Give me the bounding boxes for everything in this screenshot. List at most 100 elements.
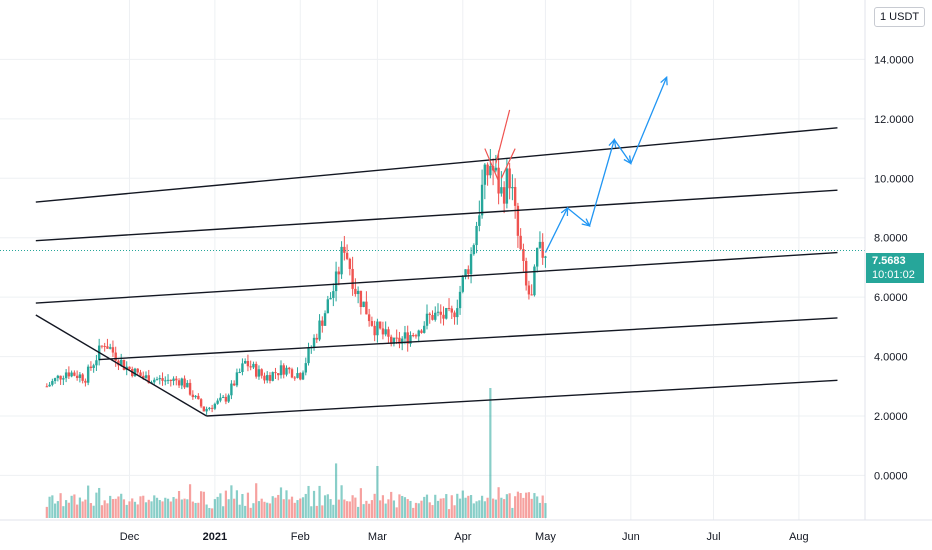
- candle-body: [45, 386, 49, 388]
- time-axis[interactable]: Dec 2021 Feb Mar Apr May Jun Jul Aug: [120, 531, 809, 543]
- volume-bar: [346, 501, 349, 518]
- candle-body: [230, 383, 233, 396]
- volume-bar: [233, 498, 236, 518]
- volume-bar: [362, 504, 365, 518]
- candle-body: [142, 375, 145, 378]
- volume-bar: [351, 495, 354, 518]
- candle-body: [340, 246, 343, 275]
- volume-bar: [343, 499, 346, 518]
- volume-bar: [483, 501, 486, 518]
- candle-body: [257, 369, 261, 377]
- candle-body: [120, 359, 123, 366]
- candle-body: [519, 235, 522, 250]
- volume-bar: [213, 499, 216, 518]
- candle-body: [147, 375, 150, 384]
- candle-body: [458, 291, 462, 309]
- candle-body: [329, 297, 332, 300]
- candle-body: [505, 168, 509, 204]
- volume-bar: [147, 499, 150, 518]
- volume-bar: [87, 485, 90, 518]
- candle-body: [48, 384, 51, 387]
- candle-body: [73, 372, 76, 376]
- volume-bar: [158, 500, 161, 518]
- volume-bar: [511, 507, 514, 518]
- volume-bar: [318, 485, 321, 518]
- candle-body: [205, 408, 208, 412]
- candle-body: [180, 378, 184, 386]
- candle-body: [111, 347, 115, 353]
- candle-body: [527, 285, 531, 295]
- candle-body: [202, 406, 206, 412]
- candle-body: [403, 332, 407, 339]
- candle-body: [494, 167, 498, 171]
- volume-bar: [125, 504, 128, 518]
- candle-body: [478, 215, 481, 226]
- x-tick-label: Mar: [368, 531, 387, 543]
- candle-body: [541, 241, 544, 258]
- candle-body: [392, 337, 396, 344]
- candle-body: [304, 363, 307, 373]
- volume-bar: [216, 496, 219, 518]
- volume-bar: [519, 493, 522, 518]
- volume-bar: [246, 492, 250, 518]
- candle-body: [164, 380, 167, 382]
- candle-body: [241, 363, 244, 373]
- volume-bar: [100, 505, 104, 518]
- currency-unit-label[interactable]: 1 USDT: [874, 7, 926, 27]
- projection-arrowhead: [581, 218, 591, 227]
- volume-bar: [211, 508, 214, 518]
- candle-body: [293, 377, 296, 379]
- candle-body: [436, 311, 440, 313]
- candle-body: [100, 345, 104, 347]
- candle-body: [219, 397, 222, 401]
- projection-path: [544, 77, 668, 253]
- candle-body: [467, 269, 470, 275]
- candle-body: [475, 225, 478, 246]
- volume-bar: [191, 501, 194, 518]
- projection-arrowhead: [660, 75, 668, 86]
- volume-bar: [516, 491, 519, 518]
- candle-body: [208, 407, 211, 409]
- candle-body: [544, 256, 547, 258]
- candle-body: [285, 367, 288, 375]
- candle-body: [153, 379, 156, 383]
- volume-bar: [48, 496, 51, 518]
- candle-body: [282, 365, 285, 375]
- volume-bar: [257, 501, 261, 518]
- trend-line: [35, 189, 838, 242]
- candle-body: [417, 330, 420, 337]
- candle-body: [70, 372, 73, 377]
- volume-bar: [357, 506, 360, 518]
- y-tick-label: 12.0000: [874, 114, 914, 126]
- candle-body: [343, 246, 346, 253]
- volume-bar: [133, 501, 137, 518]
- volume-bar: [296, 500, 299, 518]
- volume-bar: [447, 509, 451, 518]
- candle-body: [351, 268, 354, 289]
- volume-bar: [288, 499, 291, 518]
- volume-bar: [161, 501, 164, 518]
- y-tick-label: 8.0000: [874, 233, 908, 245]
- candle-body: [221, 396, 225, 398]
- bar-countdown: 10:01:02: [872, 269, 915, 281]
- volume-bar: [497, 487, 500, 518]
- candle-body: [122, 359, 126, 370]
- candle-body: [177, 380, 181, 386]
- volume-bar: [271, 496, 274, 518]
- volume-bar: [503, 499, 506, 518]
- volume-bar: [359, 488, 362, 518]
- candle-body: [395, 337, 398, 339]
- projection-arrowhead: [608, 138, 617, 148]
- candle-body: [406, 332, 409, 344]
- last-price-tag: 7.5683 10:01:02: [866, 253, 924, 283]
- candle-body: [81, 374, 84, 381]
- volume-bar: [384, 503, 387, 518]
- highlight-line: [500, 148, 516, 179]
- volume-bar: [194, 502, 197, 518]
- volume-bar: [70, 495, 73, 518]
- price-axis[interactable]: 0.0000 2.0000 4.0000 6.0000 8.0000 10.0000 12.…: [874, 54, 914, 482]
- candle-body: [136, 368, 139, 373]
- volume-bar: [312, 490, 316, 518]
- candle-body: [414, 335, 418, 337]
